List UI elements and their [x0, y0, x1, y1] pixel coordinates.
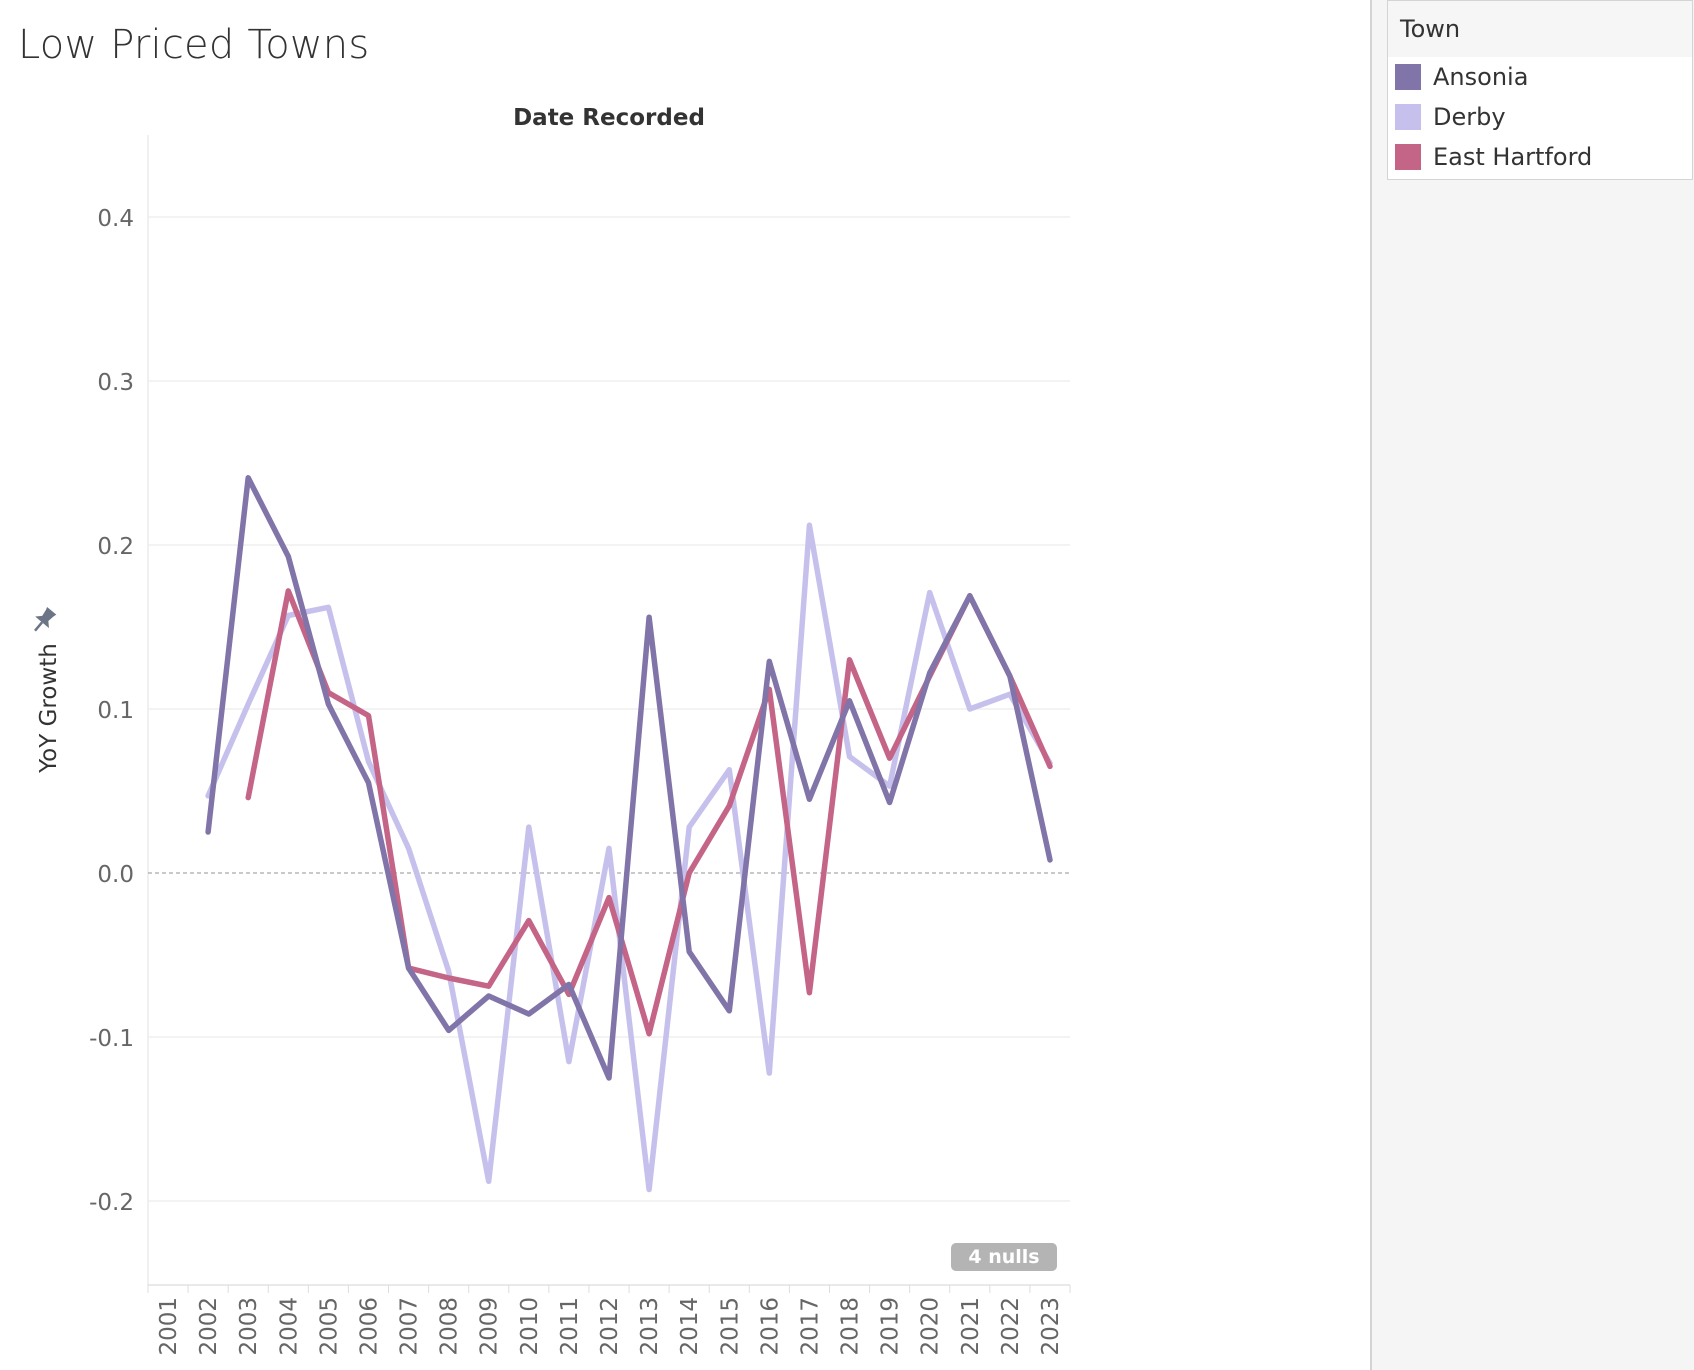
- legend-item-east-hartford[interactable]: East Hartford: [1388, 137, 1692, 177]
- x-tick-label: 2009: [477, 1297, 503, 1356]
- x-tick-label: 2013: [637, 1297, 663, 1356]
- x-tick-label: 2011: [557, 1297, 583, 1356]
- series-line-ansonia[interactable]: [205, 475, 1053, 1081]
- series-line-east-hartford[interactable]: [245, 588, 1053, 1037]
- x-tick-label: 2006: [356, 1297, 382, 1356]
- legend-items: Ansonia Derby East Hartford: [1388, 57, 1692, 177]
- x-tick-label: 2010: [517, 1297, 543, 1356]
- x-tick-label: 2020: [918, 1297, 944, 1356]
- legend-swatch: [1395, 104, 1421, 130]
- x-tick-label: 2021: [958, 1297, 984, 1356]
- series-line-derby[interactable]: [205, 522, 1053, 1193]
- pin-icon[interactable]: [28, 605, 59, 636]
- x-tick-label: 2017: [797, 1297, 823, 1356]
- x-tick-label: 2001: [156, 1297, 182, 1356]
- sheet-title: Low Priced Towns: [18, 22, 370, 68]
- x-tick-label: 2004: [276, 1297, 302, 1356]
- x-tick-label: 2012: [597, 1297, 623, 1356]
- x-tick-label: 2015: [717, 1297, 743, 1356]
- x-tick-label: 2022: [998, 1297, 1024, 1356]
- legend-label: Ansonia: [1433, 63, 1529, 91]
- legend-item-ansonia[interactable]: Ansonia: [1388, 57, 1692, 97]
- legend-swatch: [1395, 64, 1421, 90]
- legend-title: Town: [1388, 1, 1692, 57]
- x-tick-label: 2014: [677, 1297, 703, 1356]
- x-axis-title: Date Recorded: [513, 105, 705, 131]
- y-axis-title: YoY Growth: [36, 643, 62, 774]
- legend-swatch: [1395, 144, 1421, 170]
- pin-needle: [34, 621, 44, 632]
- y-tick-label: 0.2: [97, 534, 134, 560]
- y-tick-label: 0.4: [97, 206, 134, 232]
- x-tick-label: 2016: [757, 1297, 783, 1356]
- x-tick-label: 2002: [196, 1297, 222, 1356]
- legend-pane: Town Ansonia Derby East Hartford: [1370, 0, 1694, 1370]
- y-tick-label: -0.2: [89, 1190, 134, 1216]
- y-tick-label: 0.3: [97, 370, 134, 396]
- line-chart: 0.4 0.3 0.2 0.1 0.0 -0.1 -0.2 2001 2002 2003 2004 2…: [28, 105, 1071, 1356]
- legend-label: East Hartford: [1433, 143, 1593, 171]
- x-tick-label: 2023: [1038, 1297, 1064, 1356]
- x-tick-label: 2018: [838, 1297, 864, 1356]
- y-tick-label: -0.1: [89, 1026, 134, 1052]
- x-tick-label: 2005: [316, 1297, 342, 1356]
- legend-item-derby[interactable]: Derby: [1388, 97, 1692, 137]
- x-tick-label: 2019: [878, 1297, 904, 1356]
- y-tick-label: 0.0: [97, 862, 134, 888]
- worksheet-area: Low Priced Towns 0.4 0.3 0.2 0.1 0.0 -0.1 -0.2…: [18, 22, 1071, 1356]
- nulls-badge[interactable]: [951, 1243, 1057, 1271]
- x-tick-label: 2008: [437, 1297, 463, 1356]
- color-legend[interactable]: Town Ansonia Derby East Hartford: [1387, 0, 1693, 180]
- y-tick-label: 0.1: [97, 698, 134, 724]
- nulls-badge-label: 4 nulls: [968, 1246, 1039, 1268]
- x-tick-label: 2003: [236, 1297, 262, 1356]
- legend-label: Derby: [1433, 103, 1506, 131]
- x-tick-label: 2007: [397, 1297, 423, 1356]
- pin-head: [35, 606, 57, 629]
